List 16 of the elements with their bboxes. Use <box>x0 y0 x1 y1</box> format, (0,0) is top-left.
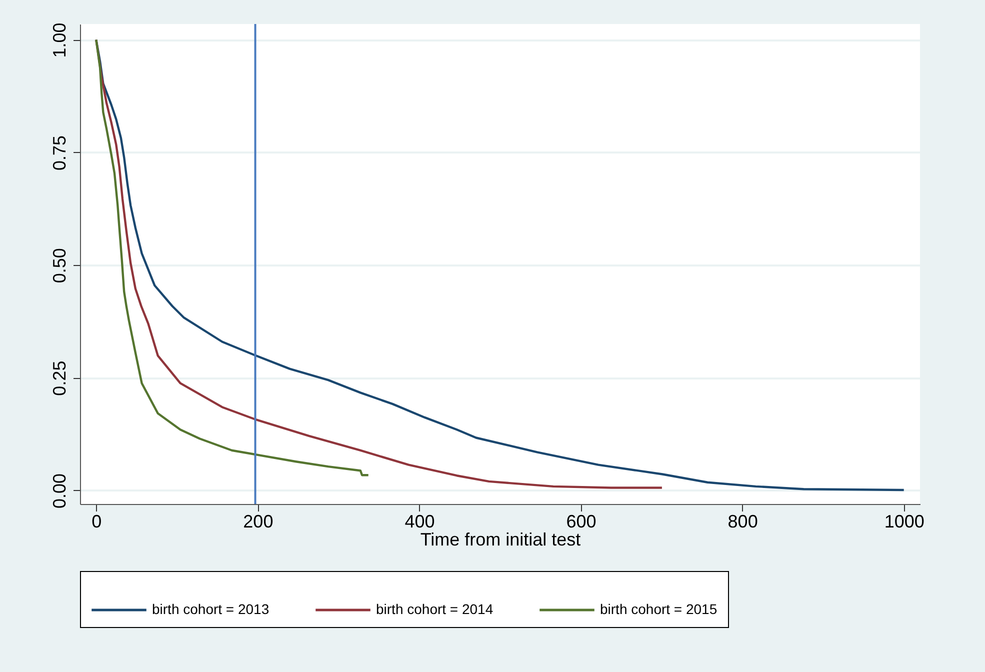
y-tick-label: 0.50 <box>50 248 70 284</box>
x-tick-label: 600 <box>566 512 596 532</box>
legend-label: birth cohort = 2014 <box>376 601 494 617</box>
line-series <box>95 38 370 476</box>
y-tick-label: 0.00 <box>50 473 70 508</box>
x-tick-label: 400 <box>404 512 435 532</box>
y-tick-label: 0.25 <box>50 360 70 396</box>
y-tick-label: 0.75 <box>50 135 70 170</box>
y-tick-label: 1.00 <box>50 22 70 58</box>
x-tick-label: 1000 <box>884 512 924 532</box>
x-tick-label: 800 <box>728 512 758 532</box>
x-tick-label: 200 <box>243 512 274 532</box>
x-axis-title: Time from initial test <box>420 530 581 550</box>
x-tick-label: 0 <box>92 512 102 532</box>
legend-label: birth cohort = 2015 <box>600 601 718 617</box>
legend-label: birth cohort = 2013 <box>152 601 270 617</box>
